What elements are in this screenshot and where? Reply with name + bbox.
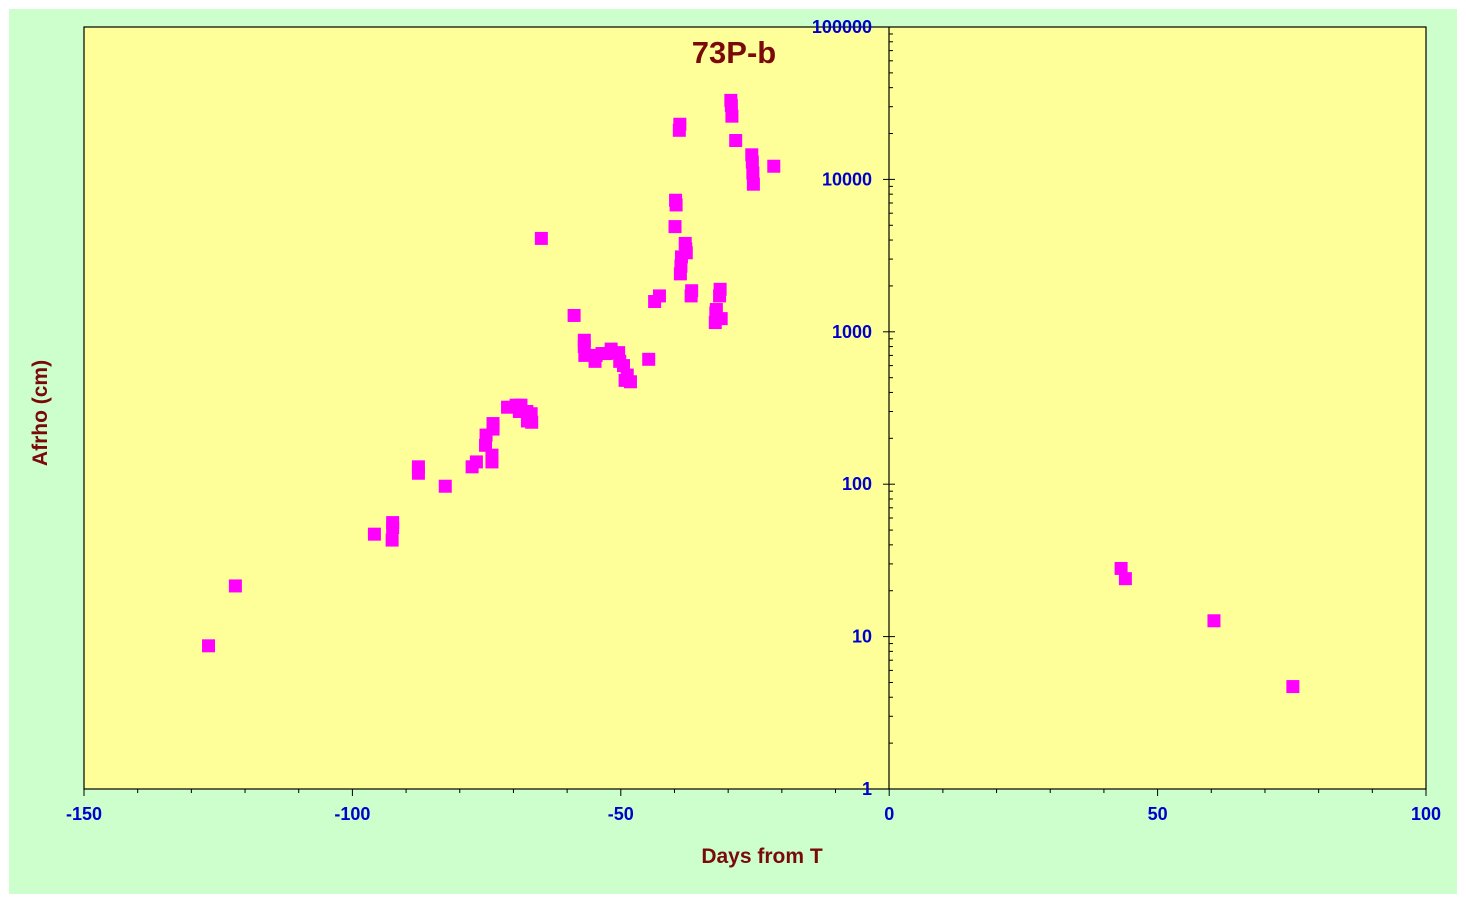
data-point [228,579,242,593]
y-axis-label: Afrho (cm) [29,360,52,466]
data-point [1207,614,1221,628]
x-axis-label: Days from T [701,845,823,868]
data-point [386,516,400,530]
data-point [469,455,483,469]
data-point [486,417,500,431]
data-point [745,155,759,169]
data-point [202,639,216,653]
data-point [525,415,539,429]
y-tick-label: 1 [862,779,872,799]
data-point [767,159,781,173]
data-point [746,177,760,191]
data-point [385,533,399,547]
data-point [669,198,683,212]
data-points [202,93,1300,694]
data-point [485,448,499,462]
data-point [724,99,738,113]
data-point [1118,572,1132,586]
y-tick-label: 100000 [812,17,872,37]
y-tick-label: 10 [852,627,872,647]
y-tick-label: 100 [842,474,872,494]
data-point [1114,561,1128,575]
x-tick-label: 100 [1411,804,1441,824]
data-point [567,308,581,322]
axes: -150 -100 -50 0 50 100 1 10 100 1000 10000 100000 [66,17,1441,824]
data-point [623,375,637,389]
x-tick-label: 50 [1148,804,1168,824]
x-tick-label: -50 [608,804,634,824]
data-point [642,352,656,366]
data-point [714,312,728,326]
data-point [438,479,452,493]
data-point [685,284,699,298]
data-point [652,289,666,303]
x-tick-label: -150 [66,804,102,824]
data-point [725,109,739,123]
data-point [746,166,760,180]
data-point [668,220,682,234]
data-point [534,231,548,245]
chart-title: 73P-b [692,35,776,70]
plot-area [83,26,1427,790]
x-tick-label: 0 [884,804,894,824]
x-tick-label: -100 [334,804,370,824]
data-point [1286,680,1300,694]
data-point [679,246,693,260]
data-point [673,117,687,131]
data-point [578,348,592,362]
data-point [367,527,381,541]
y-tick-label: 10000 [822,169,872,189]
data-point [479,438,493,452]
data-point [411,460,425,474]
y-tick-label: 1000 [832,322,872,342]
data-point [713,282,727,296]
data-point [729,133,743,147]
